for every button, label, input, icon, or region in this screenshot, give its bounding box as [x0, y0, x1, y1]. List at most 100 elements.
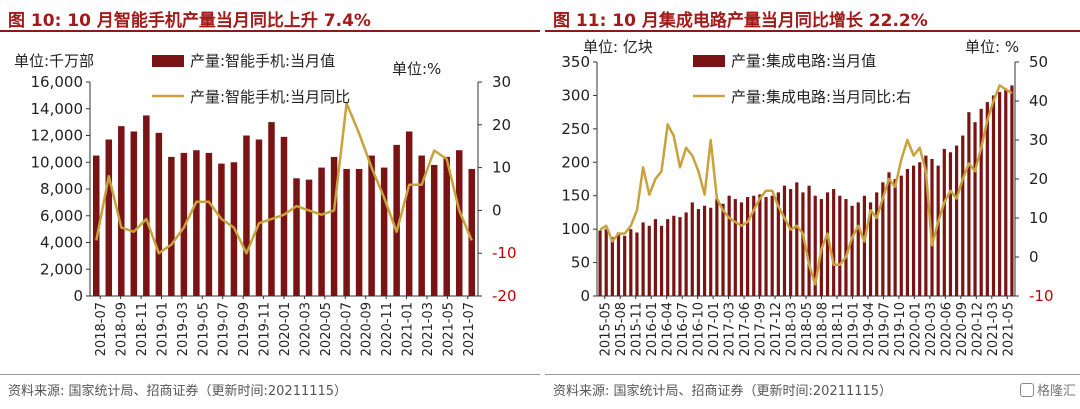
- x-tick-label: 2019-11: [258, 302, 273, 356]
- bar: [205, 152, 213, 296]
- yoy-line: [599, 84, 1013, 286]
- x-tick-label: 2020-11: [380, 302, 395, 356]
- left-y-tick-label: 250: [561, 120, 590, 138]
- bar: [813, 195, 817, 296]
- x-tick-label: 2019-01: [846, 302, 861, 356]
- x-tick-label: 2020-05: [319, 302, 334, 356]
- x-tick-label: 2019-05: [196, 302, 211, 356]
- x-tick-label: 2018-09: [115, 302, 130, 356]
- bar: [715, 199, 719, 296]
- x-tick-label: 2020-03: [298, 302, 313, 356]
- bar: [918, 162, 922, 296]
- x-tick-label: 2017-03: [723, 302, 738, 356]
- bar: [118, 126, 125, 296]
- right-y-tick-label: 0: [492, 201, 502, 219]
- bar: [881, 182, 885, 296]
- bar: [911, 165, 916, 296]
- left-y-tick-label: 4,000: [40, 234, 83, 252]
- bar: [280, 136, 288, 296]
- bar: [468, 168, 475, 296]
- bar: [690, 202, 694, 296]
- watermark-text: 格隆汇: [1036, 384, 1076, 399]
- left-y-tick-label: 16,000: [31, 73, 84, 91]
- bar: [1004, 88, 1008, 296]
- x-tick-label: 2018-03: [785, 302, 800, 356]
- right-y-tick-label: 20: [492, 116, 511, 134]
- bar: [758, 194, 762, 296]
- bar: [623, 235, 627, 296]
- left-y-tick-label: 50: [571, 254, 590, 272]
- bar: [268, 122, 275, 296]
- bar: [193, 150, 200, 296]
- right-y-tick-label: 40: [1029, 92, 1048, 110]
- bar: [604, 229, 608, 296]
- bar: [905, 168, 910, 296]
- x-tick-label: 2020-01: [278, 302, 293, 356]
- bar: [666, 219, 670, 296]
- left-unit-label: 单位: 亿块: [583, 38, 653, 56]
- left-y-tick-label: 2,000: [40, 260, 83, 278]
- bar: [684, 212, 688, 296]
- left-y-tick-label: 12,000: [31, 127, 84, 145]
- right-y-tick-label: -20: [492, 287, 517, 305]
- bar: [318, 167, 325, 296]
- x-tick-label: 2016-04: [661, 302, 676, 356]
- bar: [936, 165, 940, 296]
- x-tick-label: 2016-07: [676, 302, 691, 356]
- x-tick-label: 2018-07: [94, 302, 109, 356]
- bar: [430, 164, 438, 296]
- bar: [393, 144, 400, 296]
- legend-line-label: 产量:集成电路:当月同比:右: [731, 88, 911, 106]
- bar: [856, 202, 860, 296]
- bar: [105, 139, 113, 296]
- right-unit-label: 单位: %: [965, 38, 1019, 56]
- left-chart-title: 图 10: 10 月智能手机产量当月同比上升 7.4%: [8, 11, 371, 31]
- bar: [942, 148, 946, 296]
- bar: [455, 150, 463, 296]
- bar: [955, 145, 959, 296]
- bar: [93, 155, 100, 296]
- left-y-tick-label: 200: [561, 153, 590, 171]
- bar: [418, 155, 425, 296]
- left-source-divider: [0, 374, 540, 375]
- right-y-tick-label: 30: [492, 73, 511, 91]
- bar: [795, 182, 799, 296]
- x-tick-label: 2021-01: [401, 302, 416, 356]
- legend-line-label: 产量:智能手机:当月同比: [190, 88, 350, 106]
- bar: [653, 219, 657, 296]
- right-title-bar: 图 11: 10 月集成电路产量当月同比增长 22.2%: [545, 4, 1080, 32]
- bar: [979, 108, 983, 296]
- right-unit-label: 单位:%: [392, 60, 441, 78]
- bar: [807, 185, 811, 296]
- x-tick-label: 2018-05: [800, 302, 815, 356]
- bar: [405, 131, 413, 296]
- x-tick-label: 2020-06: [939, 302, 954, 356]
- bar: [733, 199, 737, 296]
- bar: [899, 175, 903, 296]
- x-tick-label: 2021-03: [421, 302, 436, 356]
- bar: [635, 232, 639, 296]
- bar: [893, 179, 897, 296]
- watermark: 格隆汇: [1019, 380, 1076, 399]
- bar: [696, 209, 701, 296]
- bar: [739, 202, 744, 296]
- x-tick-label: 2015-05: [599, 302, 614, 356]
- yoy-line: [95, 102, 473, 255]
- bar: [678, 217, 682, 296]
- bar: [672, 215, 676, 296]
- bar: [801, 192, 805, 296]
- left-y-tick-label: 350: [561, 53, 590, 71]
- bar: [330, 156, 338, 296]
- x-tick-label: 2021-05: [1001, 302, 1016, 356]
- bar: [721, 203, 725, 296]
- bar: [130, 131, 138, 296]
- x-tick-label: 2018-11: [135, 302, 150, 356]
- bar: [862, 195, 866, 296]
- bar: [832, 189, 836, 296]
- left-y-tick-label: 150: [561, 187, 590, 205]
- bar: [255, 139, 263, 296]
- bar: [930, 158, 934, 296]
- right-chart-panel: 图 11: 10 月集成电路产量当月同比增长 22.2% 0 50 100 150 20…: [545, 0, 1080, 409]
- bar: [991, 95, 996, 296]
- bar: [659, 225, 664, 296]
